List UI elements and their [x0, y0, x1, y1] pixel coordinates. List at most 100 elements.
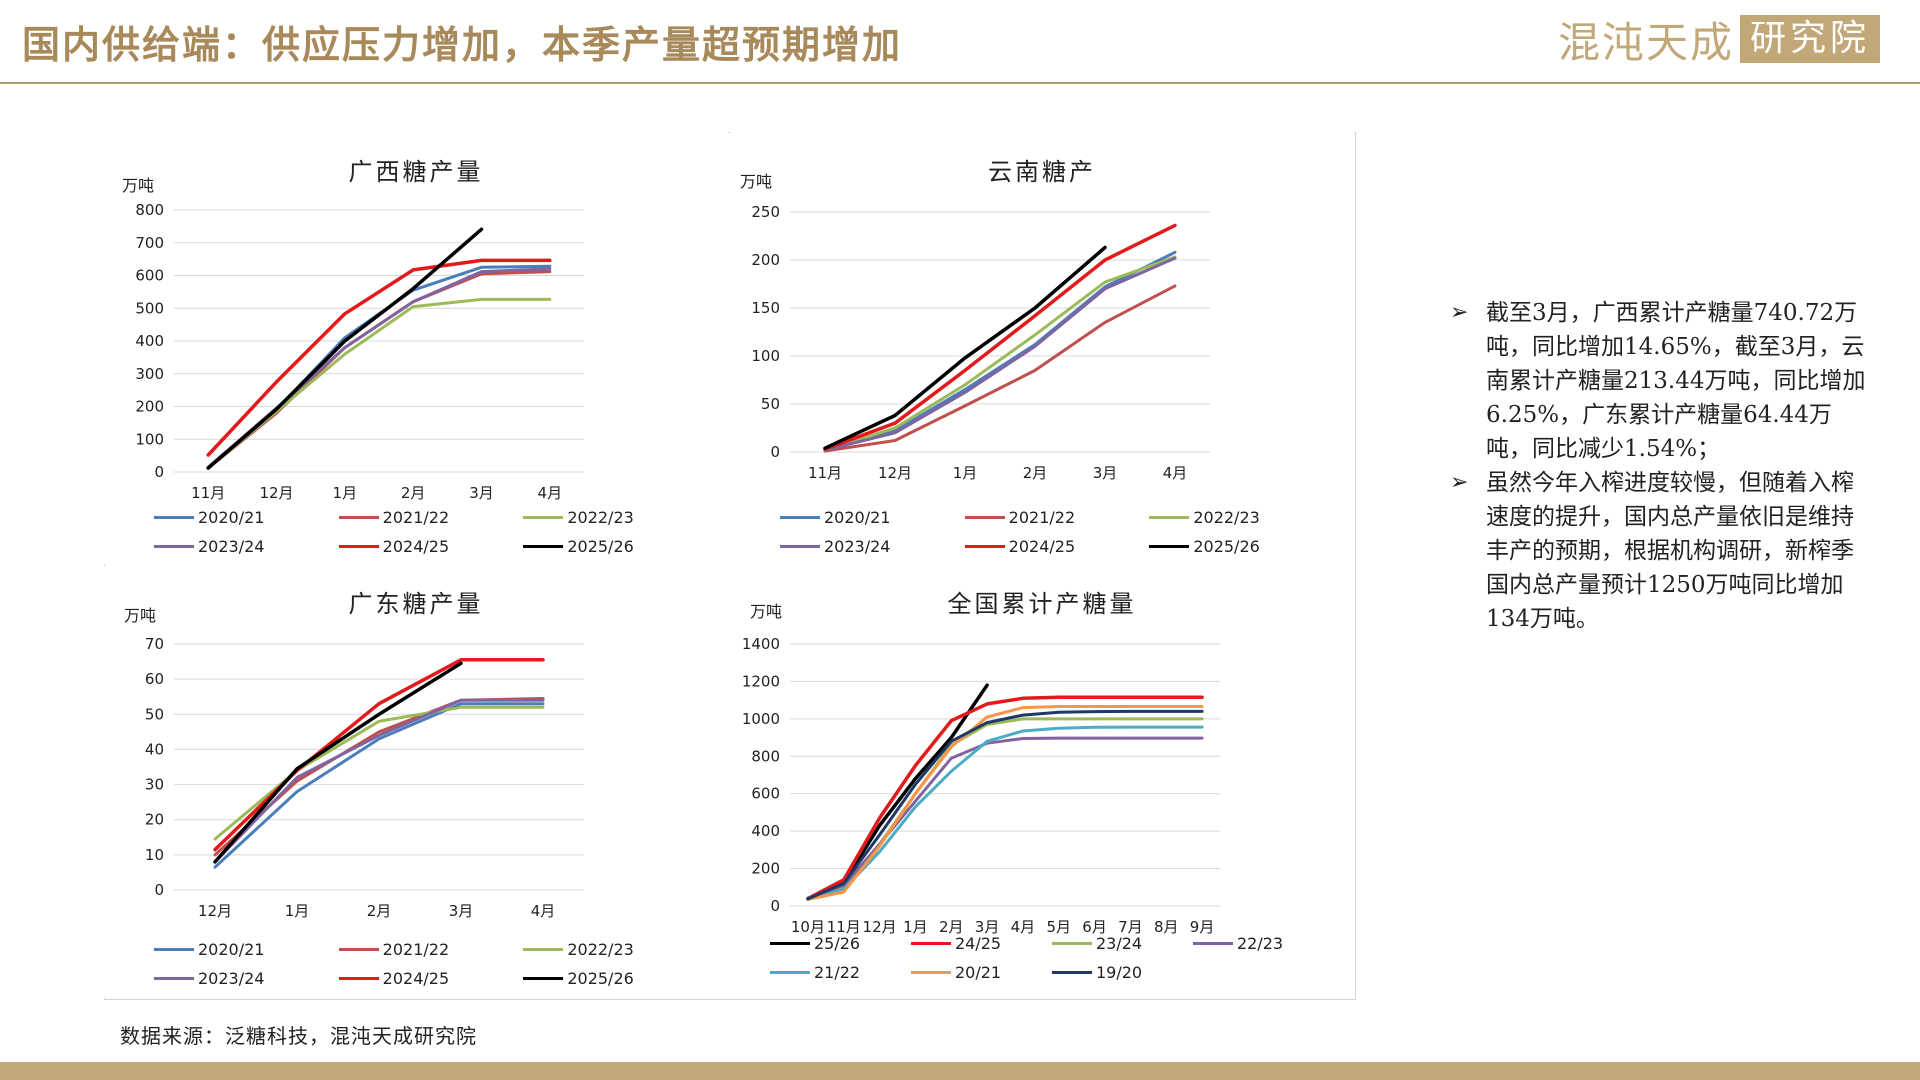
- plot-area: 0 50 100 150 200 250 11月 12月 1月 2月 3月 4月: [751, 203, 1210, 482]
- legend-label: 2021/22: [382, 508, 450, 527]
- note-item: ➢ 截至3月，广西累计产糖量740.72万吨，同比增加14.65%，截至3月，云…: [1450, 296, 1870, 466]
- y-tick-label: 60: [145, 670, 164, 688]
- y-tick-label: 1200: [742, 672, 780, 690]
- series-line-2025-26: [206, 227, 484, 470]
- legend-item: 25/26: [770, 934, 911, 953]
- legend-item: 19/20: [1052, 963, 1193, 982]
- legend-label: 2024/25: [382, 537, 450, 556]
- legend-swatch: [523, 545, 564, 548]
- page-title: 国内供给端：供应压力增加，本季产量超预期增加: [22, 22, 903, 67]
- plot-area: 0 100 200 300 400 500 600 700 800 11月 12月 1月 2月 3月 4月: [135, 201, 584, 502]
- legend-label: 2021/22: [1008, 508, 1076, 527]
- y-tick-label: 200: [751, 251, 780, 269]
- legend: 25/26 24/25 23/24 22/23 21/22 20/21 19/20: [770, 934, 1334, 982]
- series-line-19-20: [806, 709, 1204, 901]
- legend-label: 21/22: [814, 963, 861, 982]
- plot-area: 0 10 20 30 40 50 60 70 12月 1月 2月 3月 4月: [145, 635, 584, 920]
- legend-swatch: [338, 545, 379, 548]
- legend-item: 24/25: [911, 934, 1052, 953]
- y-tick-label: 250: [751, 203, 780, 221]
- legend-item: 2025/26: [523, 969, 708, 988]
- legend-item: 2024/25: [338, 537, 524, 556]
- x-tick-label: 4月: [1011, 918, 1036, 936]
- series-line-2023-24: [823, 256, 1177, 452]
- legend-item: 2020/21: [154, 508, 339, 527]
- y-unit-label: 万吨: [124, 606, 157, 625]
- legend-label: 24/25: [955, 934, 1002, 953]
- x-tick-label: 12月: [259, 484, 293, 502]
- x-tick-label: 7月: [1118, 918, 1143, 936]
- legend-item: 2021/22: [338, 508, 524, 527]
- x-tick-label: 3月: [469, 484, 494, 502]
- legend: 2020/21 2021/22 2022/23 2023/24 2024/25 2025/…: [780, 508, 1334, 556]
- series-line-2023-24: [213, 698, 545, 864]
- y-tick-label: 0: [770, 897, 780, 915]
- x-tick-label: 12月: [863, 918, 897, 936]
- y-tick-label: 50: [145, 705, 164, 723]
- y-tick-label: 0: [154, 463, 164, 481]
- series-line-22-23: [806, 736, 1204, 900]
- legend-item: 23/24: [1052, 934, 1193, 953]
- legend-label: 2021/22: [382, 940, 450, 959]
- series-line-2020-21: [213, 702, 545, 869]
- x-tick-label: 3月: [1093, 464, 1118, 482]
- note-item: ➢ 虽然今年入榨进度较慢，但随着入榨速度的提升，国内总产量依旧是维持丰产的预期，…: [1450, 466, 1870, 636]
- legend-item: 2021/22: [964, 508, 1150, 527]
- chart-guangxi: 广西糖产量 万吨 0 100 200 300 400 500 600 700 800 11月 12月…: [104, 132, 728, 564]
- legend-label: 2023/24: [824, 537, 891, 556]
- legend-swatch: [911, 942, 951, 945]
- legend-label: 2020/21: [198, 508, 265, 527]
- y-tick-label: 600: [135, 267, 164, 285]
- x-tick-label: 10月: [791, 918, 825, 936]
- logo-sub-text: 研究院: [1739, 15, 1880, 63]
- y-tick-label: 1400: [742, 635, 780, 653]
- legend-item: 2023/24: [154, 537, 339, 556]
- legend-swatch: [964, 516, 1005, 519]
- legend-label: 25/26: [814, 934, 861, 953]
- x-tick-label: 3月: [449, 902, 474, 920]
- legend-swatch: [338, 516, 379, 519]
- legend-label: 19/20: [1096, 963, 1143, 982]
- legend-swatch: [911, 971, 951, 974]
- legend-label: 2022/23: [1193, 508, 1260, 527]
- legend-label: 2024/25: [382, 969, 450, 988]
- legend-item: 2022/23: [523, 940, 708, 959]
- x-tick-label: 2月: [1023, 464, 1048, 482]
- legend-item: 2024/25: [964, 537, 1150, 556]
- y-tick-label: 100: [135, 430, 164, 448]
- series-line-2021-22: [823, 284, 1177, 453]
- series-line-20-21: [806, 705, 1204, 901]
- header: 国内供给端：供应压力增加，本季产量超预期增加 混沌天成 研究院: [0, 0, 1920, 84]
- y-tick-label: 70: [145, 635, 164, 653]
- legend-swatch: [523, 977, 564, 980]
- legend-item: 2022/23: [1149, 508, 1334, 527]
- legend-swatch: [780, 516, 820, 519]
- legend-item: 22/23: [1193, 934, 1334, 953]
- legend-item: 20/21: [911, 963, 1052, 982]
- chart-yunnan: 云南糖产 万吨 0 50 100 150 200 250 11月 12月 1月 2月 3月 4月 20…: [730, 132, 1354, 564]
- legend-label: 22/23: [1237, 934, 1284, 953]
- y-tick-label: 20: [145, 811, 164, 829]
- series-line-2022-23: [823, 255, 1177, 452]
- legend: 2020/21 2021/22 2022/23 2023/24 2024/25 2025/…: [154, 940, 708, 988]
- legend-item: 2024/25: [338, 969, 524, 988]
- series-line-2024-25: [213, 658, 545, 852]
- legend-swatch: [780, 545, 820, 548]
- legend-item: 2023/24: [154, 969, 339, 988]
- legend-swatch: [154, 545, 194, 548]
- legend-swatch: [770, 971, 810, 974]
- note-text: 虽然今年入榨进度较慢，但随着入榨速度的提升，国内总产量依旧是维持丰产的预期，根据…: [1486, 470, 1854, 632]
- chart-national: 全国累计产糖量 万吨 0 200 400 600 800 1000 1200 1400 10月 1…: [730, 566, 1354, 998]
- chart-guangdong: 广东糖产量 万吨 0 10 20 30 40 50 60 70 12月 1月 2月 3月 4月 2020…: [104, 566, 728, 998]
- x-tick-label: 2月: [939, 918, 964, 936]
- chart-title: 云南糖产: [988, 158, 1096, 186]
- legend-swatch: [338, 977, 379, 980]
- x-tick-label: 3月: [975, 918, 1000, 936]
- legend-swatch: [154, 516, 194, 519]
- y-tick-label: 40: [145, 740, 164, 758]
- y-tick-label: 0: [154, 881, 164, 899]
- x-tick-label: 11月: [808, 464, 842, 482]
- x-tick-label: 11月: [827, 918, 861, 936]
- legend-label: 2025/26: [567, 537, 634, 556]
- legend-item: 2020/21: [154, 940, 339, 959]
